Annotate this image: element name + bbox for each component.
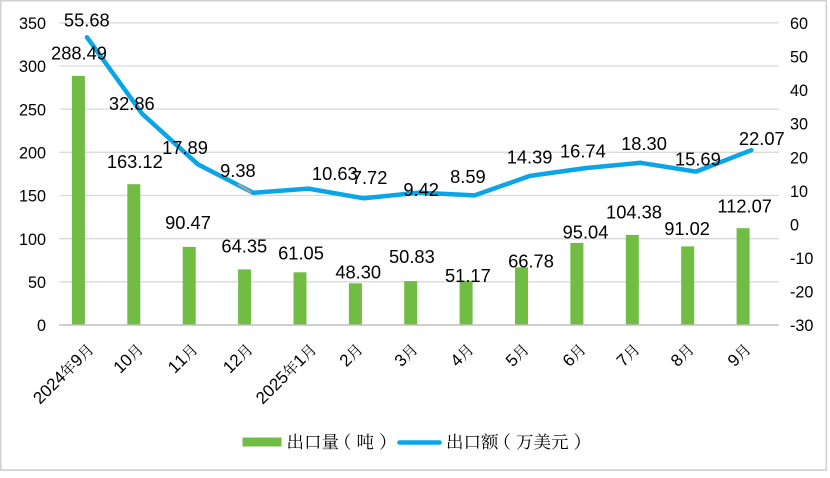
svg-text:14.39: 14.39	[507, 146, 553, 167]
svg-text:66.78: 66.78	[508, 251, 554, 272]
svg-text:200: 200	[19, 145, 46, 163]
svg-text:9.42: 9.42	[403, 179, 439, 200]
svg-text:288.49: 288.49	[51, 43, 107, 64]
svg-text:17.89: 17.89	[162, 137, 208, 158]
svg-text:10.63: 10.63	[312, 163, 358, 184]
svg-text:-30: -30	[790, 317, 813, 335]
svg-text:112.07: 112.07	[717, 196, 772, 217]
svg-text:9.38: 9.38	[220, 160, 256, 181]
svg-text:64.35: 64.35	[221, 236, 267, 257]
svg-text:50: 50	[790, 49, 808, 67]
svg-text:8.59: 8.59	[450, 166, 486, 187]
svg-text:0: 0	[790, 217, 799, 235]
svg-text:7.72: 7.72	[352, 167, 388, 188]
svg-text:55.68: 55.68	[64, 10, 110, 31]
svg-text:50.83: 50.83	[389, 246, 435, 267]
svg-text:51.17: 51.17	[445, 265, 491, 286]
svg-text:30: 30	[790, 116, 808, 134]
svg-text:0: 0	[37, 317, 46, 335]
svg-text:18.30: 18.30	[621, 133, 667, 154]
svg-text:10: 10	[790, 183, 808, 201]
svg-text:300: 300	[19, 58, 46, 76]
svg-text:163.12: 163.12	[107, 151, 163, 172]
svg-text:60: 60	[790, 15, 808, 33]
svg-text:48.30: 48.30	[335, 261, 381, 282]
svg-text:15.69: 15.69	[675, 149, 721, 170]
svg-text:150: 150	[19, 188, 46, 206]
svg-text:32.86: 32.86	[109, 93, 155, 114]
svg-text:95.04: 95.04	[563, 222, 609, 243]
svg-text:350: 350	[19, 15, 46, 33]
svg-text:-10: -10	[790, 250, 813, 268]
svg-text:16.74: 16.74	[560, 140, 606, 161]
svg-text:-20: -20	[790, 284, 813, 302]
svg-text:50: 50	[28, 274, 46, 292]
svg-text:22.07: 22.07	[739, 128, 785, 149]
svg-text:20: 20	[790, 149, 808, 167]
svg-text:61.05: 61.05	[278, 243, 324, 264]
svg-text:40: 40	[790, 82, 808, 100]
svg-text:100: 100	[19, 231, 46, 249]
svg-text:104.38: 104.38	[606, 202, 662, 223]
svg-text:250: 250	[19, 101, 46, 119]
svg-text:90.47: 90.47	[165, 212, 211, 233]
svg-text:91.02: 91.02	[664, 218, 710, 239]
